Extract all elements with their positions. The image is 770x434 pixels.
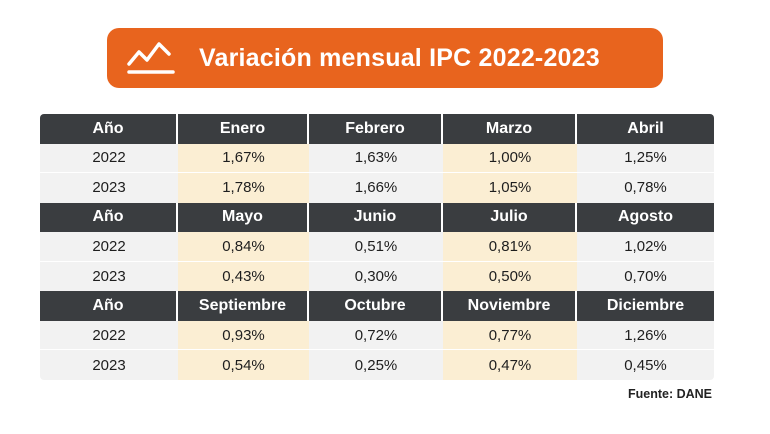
table-cell-value: 1,66% (309, 173, 443, 203)
page-title: Variación mensual IPC 2022-2023 (199, 43, 600, 72)
table-cell-value: 0,78% (577, 173, 714, 203)
year-label: 2022 (40, 320, 178, 351)
table-cell-value: 0,54% (178, 350, 309, 380)
table-cell-value: 0,81% (443, 232, 577, 262)
title-banner: Variación mensual IPC 2022-2023 (107, 28, 663, 88)
ipc-table: Año Enero Febrero Marzo Abril 2022 1,67% 1,63% 1… (40, 114, 714, 380)
table-cell-value: 0,43% (178, 261, 309, 292)
table-cell-value: 0,25% (309, 350, 443, 380)
ipc-grid: Año Enero Febrero Marzo Abril 2022 1,67% 1,63% 1… (40, 114, 714, 380)
table-cell-value: 1,25% (577, 143, 714, 174)
header-year: Año (40, 202, 178, 233)
table-cell-value: 1,67% (178, 143, 309, 174)
table-cell-value: 1,63% (309, 143, 443, 174)
header-month: Noviembre (443, 291, 577, 321)
header-month: Septiembre (178, 291, 309, 321)
year-label: 2023 (40, 261, 178, 292)
table-cell-value: 1,02% (577, 232, 714, 262)
header-month: Julio (443, 202, 577, 233)
table-cell-value: 1,00% (443, 143, 577, 174)
source-note: Fuente: DANE (627, 387, 712, 401)
table-cell-value: 0,51% (309, 232, 443, 262)
header-month: Diciembre (577, 291, 714, 321)
table-cell-value: 0,84% (178, 232, 309, 262)
header-month: Marzo (443, 114, 577, 144)
table-cell-value: 0,30% (309, 261, 443, 292)
table-cell-value: 1,78% (178, 173, 309, 203)
header-year: Año (40, 114, 178, 144)
year-label: 2022 (40, 232, 178, 262)
table-cell-value: 0,70% (577, 261, 714, 292)
year-label: 2023 (40, 350, 178, 380)
year-label: 2023 (40, 173, 178, 203)
table-cell-value: 1,05% (443, 173, 577, 203)
header-month: Febrero (309, 114, 443, 144)
table-cell-value: 0,93% (178, 320, 309, 351)
header-month: Enero (178, 114, 309, 144)
header-month: Mayo (178, 202, 309, 233)
line-chart-icon (127, 42, 175, 74)
table-cell-value: 0,50% (443, 261, 577, 292)
table-cell-value: 0,77% (443, 320, 577, 351)
year-label: 2022 (40, 143, 178, 174)
table-cell-value: 0,45% (577, 350, 714, 380)
table-cell-value: 1,26% (577, 320, 714, 351)
header-month: Junio (309, 202, 443, 233)
table-cell-value: 0,72% (309, 320, 443, 351)
header-month: Abril (577, 114, 714, 144)
table-cell-value: 0,47% (443, 350, 577, 380)
header-month: Octubre (309, 291, 443, 321)
header-month: Agosto (577, 202, 714, 233)
header-year: Año (40, 291, 178, 321)
